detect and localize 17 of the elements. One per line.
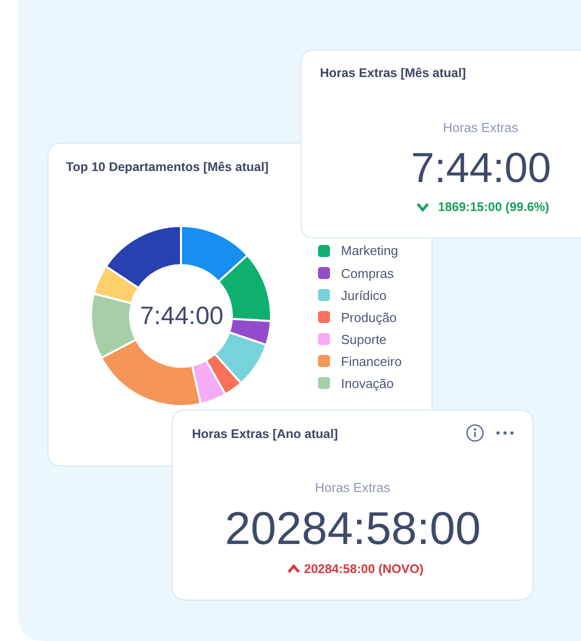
text: 20284:58:00	[225, 502, 481, 554]
text: 7:44:00	[411, 144, 552, 191]
legend-label: Jurídico	[341, 288, 387, 303]
legend-label: Marketing	[341, 243, 398, 258]
text: 20284:58:00 (NOVO)	[304, 562, 424, 576]
text: Horas Extras	[315, 480, 391, 495]
legend-label: Produção	[341, 310, 397, 325]
text: 1869:15:00 (99.6%)	[438, 200, 550, 214]
legend-label: Compras	[341, 266, 394, 281]
chart-title: Top 10 Departamentos [Mês atual]	[66, 160, 269, 174]
legend-label: Inovação	[341, 376, 394, 391]
legend-label: Suporte	[341, 332, 387, 347]
legend-label: Financeiro	[341, 354, 402, 369]
text: Horas Extras [Ano atual]	[192, 427, 338, 441]
text: Horas Extras [Mês atual]	[320, 66, 466, 80]
text: 7:44:00	[140, 302, 224, 330]
text: Horas Extras	[443, 120, 519, 135]
